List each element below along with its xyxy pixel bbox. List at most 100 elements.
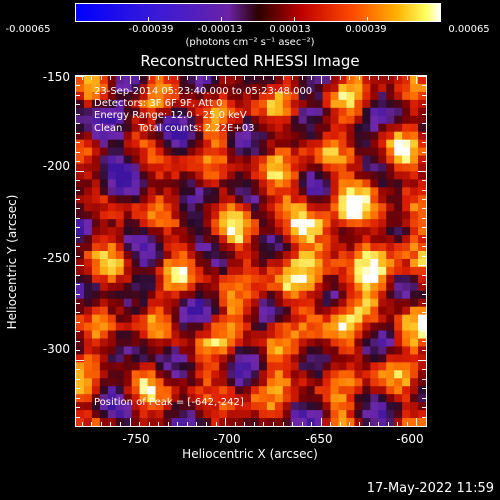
heatmap-cell — [171, 139, 180, 149]
heatmap-cell — [251, 354, 260, 363]
heatmap-cell — [394, 418, 403, 427]
heatmap-cell — [76, 147, 85, 157]
heatmap-cell — [394, 131, 403, 141]
heatmap-cell — [354, 187, 363, 196]
heatmap-cell — [83, 139, 93, 149]
heatmap-cell — [274, 91, 284, 101]
heatmap-cell — [115, 362, 125, 371]
heatmap-cell — [131, 195, 141, 204]
heatmap-cell — [266, 123, 276, 133]
heatmap-cell — [410, 346, 419, 355]
heatmap-cell — [298, 386, 308, 395]
heatmap-cell — [338, 147, 348, 157]
heatmap-cell — [187, 290, 196, 300]
heatmap-cell — [402, 346, 411, 355]
heatmap-cell — [362, 402, 371, 411]
heatmap-cell — [163, 338, 173, 348]
heatmap-cell — [99, 386, 109, 395]
heatmap-cell — [203, 338, 212, 348]
heatmap-cell — [99, 274, 109, 284]
heatmap-cell — [258, 314, 268, 324]
heatmap-cell — [187, 314, 196, 324]
colorbar-tick-4: 0.00013 — [269, 24, 311, 35]
heatmap-cell — [370, 163, 379, 173]
heatmap-cell — [402, 258, 411, 268]
heatmap-cell — [282, 219, 292, 228]
heatmap-cell — [123, 163, 133, 173]
heatmap-cell — [266, 378, 276, 387]
heatmap-cell — [107, 83, 117, 93]
heatmap-cell — [179, 147, 188, 157]
heatmap-cell — [354, 322, 363, 332]
heatmap-cell — [394, 251, 403, 260]
heatmap-cell — [386, 195, 395, 204]
heatmap-cell — [123, 251, 133, 260]
heatmap-cell — [123, 139, 133, 149]
heatmap-cell — [107, 338, 117, 348]
heatmap-cell — [227, 203, 236, 212]
heatmap-cell — [147, 322, 157, 332]
heatmap-cell — [235, 386, 244, 395]
heatmap-cell — [378, 99, 387, 109]
heatmap-cell — [362, 147, 371, 157]
heatmap-cell — [322, 251, 332, 260]
heatmap-cell — [266, 290, 276, 300]
heatmap-cell — [227, 338, 236, 348]
heatmap-cell — [251, 243, 260, 252]
heatmap-cell — [107, 306, 117, 316]
heatmap-cell — [211, 211, 220, 220]
heatmap-cell — [394, 139, 403, 149]
heatmap-cell — [99, 203, 109, 212]
heatmap-cell — [123, 203, 133, 212]
heatmap-cell — [203, 107, 212, 117]
heatmap-cell — [370, 314, 379, 324]
heatmap-cell — [330, 195, 340, 204]
heatmap-cell — [410, 258, 419, 268]
heatmap-cell — [378, 322, 387, 332]
heatmap-cell — [330, 258, 340, 268]
heatmap-cell — [266, 243, 276, 252]
heatmap-cell — [123, 131, 133, 141]
heatmap-cell — [235, 274, 244, 284]
heatmap-cell — [155, 362, 165, 371]
heatmap-cell — [107, 91, 117, 101]
heatmap-cell — [314, 322, 324, 332]
heatmap-cell — [107, 346, 117, 355]
heatmap-cell — [107, 131, 117, 141]
heatmap-cell — [410, 298, 419, 308]
heatmap-cell — [99, 131, 109, 141]
heatmap-cell — [139, 243, 149, 252]
heatmap-cell — [306, 282, 316, 292]
heatmap-cell — [187, 107, 196, 117]
heatmap-cell — [282, 314, 292, 324]
heatmap-cell — [139, 83, 149, 93]
info-line-time: 23-Sep-2014 05:23:40.000 to 05:23:48.000 — [94, 86, 313, 97]
heatmap-cell — [147, 155, 157, 165]
heatmap-cell — [314, 362, 324, 371]
heatmap-cell — [394, 147, 403, 157]
heatmap-cell — [282, 187, 292, 196]
heatmap-cell — [243, 362, 252, 371]
heatmap-cell — [330, 171, 340, 180]
heatmap-cell — [282, 155, 292, 165]
heatmap-cell — [330, 123, 340, 133]
heatmap-cell — [410, 338, 419, 348]
heatmap-cell — [370, 330, 379, 340]
heatmap-cell — [394, 195, 403, 204]
heatmap-cell — [227, 282, 236, 292]
heatmap-cell — [251, 418, 260, 427]
heatmap-cell — [251, 394, 260, 403]
heatmap-cell — [378, 418, 387, 427]
heatmap-cell — [378, 370, 387, 379]
heatmap-cell — [83, 330, 93, 340]
heatmap-cell — [131, 362, 141, 371]
heatmap-cell — [362, 410, 371, 419]
heatmap-cell — [362, 258, 371, 268]
heatmap-cell — [346, 386, 355, 395]
heatmap-cell — [219, 370, 228, 379]
heatmap-cell — [243, 338, 252, 348]
heatmap-cell — [354, 179, 363, 188]
heatmap-cell — [83, 370, 93, 379]
heatmap-cell — [354, 171, 363, 180]
heatmap-cell — [362, 306, 371, 316]
